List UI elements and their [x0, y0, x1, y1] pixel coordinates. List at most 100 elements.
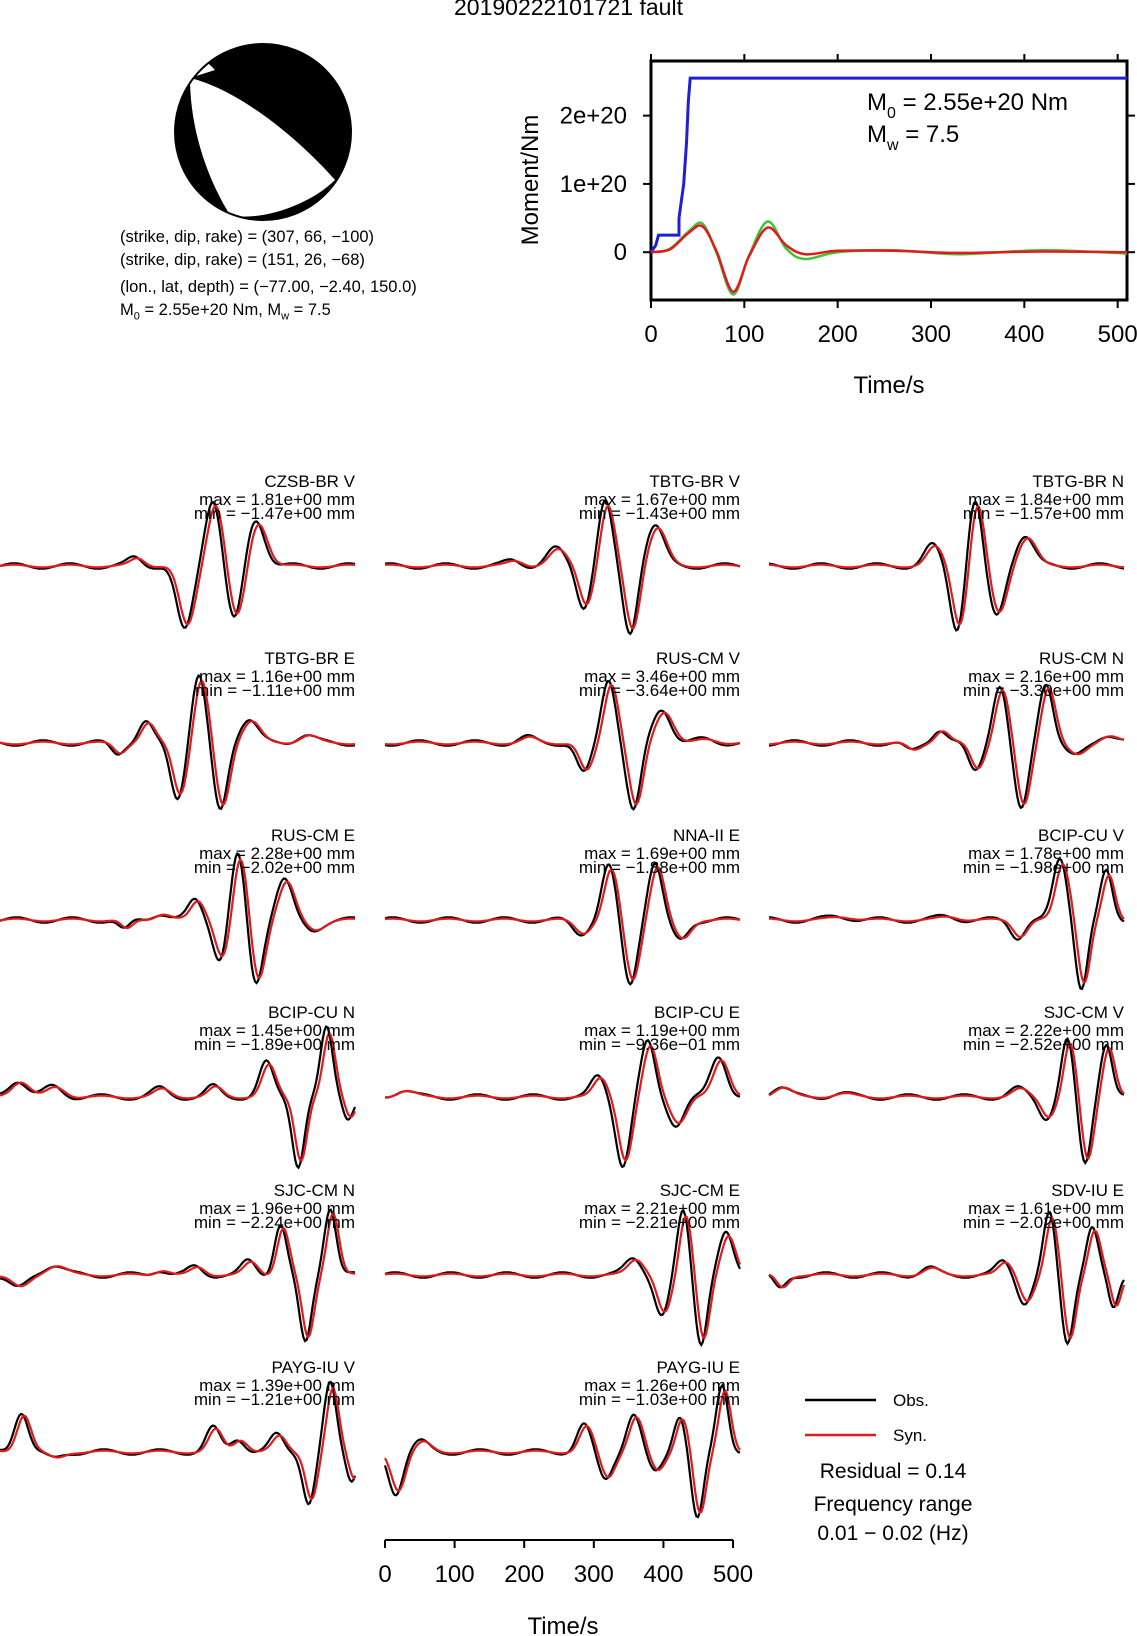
synthetic-trace	[768, 1042, 1125, 1161]
max-amplitude-label: max = 1.96e+00 mm	[199, 1199, 355, 1218]
synthetic-trace	[384, 504, 741, 630]
synthetic-trace	[385, 1045, 741, 1162]
max-amplitude-label: max = 1.69e+00 mm	[584, 844, 740, 863]
moment-y-tick-label: 0	[614, 239, 627, 266]
moment-x-tick-label: 500	[1098, 321, 1137, 348]
max-amplitude-label: max = 2.16e+00 mm	[968, 667, 1124, 686]
nodal-plane-2: (strike, dip, rake) = (151, 26, −68)	[120, 251, 365, 269]
moment-x-tick-label: 400	[1004, 321, 1044, 348]
min-amplitude-label: min = −2.24e+00 mm	[194, 1213, 355, 1232]
waveform-x-tick-label: 0	[378, 1561, 391, 1588]
frequency-range-label: Frequency range	[814, 1493, 973, 1516]
moment-plot-frame	[649, 59, 1129, 302]
source-parameters: (strike, dip, rake) = (307, 66, −100) (s…	[120, 226, 417, 328]
min-amplitude-label: min = −1.89e+00 mm	[194, 1035, 355, 1054]
min-amplitude-label: min = −1.21e+00 mm	[194, 1390, 355, 1409]
min-amplitude-label: min = −9.36e−01 mm	[579, 1035, 740, 1054]
waveform-x-axis-label: Time/s	[527, 1613, 598, 1636]
max-amplitude-label: max = 2.28e+00 mm	[199, 844, 355, 863]
observed-trace	[768, 683, 1125, 810]
moment-x-tick-label: 0	[644, 321, 657, 348]
station-label: NNA-II E	[673, 826, 740, 845]
max-amplitude-label: max = 1.84e+00 mm	[968, 490, 1124, 509]
station-label: TBTG-BR V	[649, 472, 740, 491]
station-label: SJC-CM E	[660, 1181, 740, 1200]
station-label: RUS-CM N	[1039, 649, 1124, 668]
observed-trace	[768, 857, 1125, 991]
max-amplitude-label: max = 1.16e+00 mm	[199, 667, 355, 686]
synthetic-trace	[769, 862, 1125, 984]
moment-y-tick-label: 2e+20	[560, 103, 627, 130]
waveform-x-tick-label: 400	[643, 1561, 683, 1588]
max-amplitude-label: max = 1.26e+00 mm	[584, 1376, 740, 1395]
legend-syn-label: Syn.	[893, 1426, 927, 1445]
station-label: BCIP-CU V	[1038, 826, 1125, 845]
synthetic-trace	[0, 505, 356, 626]
min-amplitude-label: min = −1.57e+00 mm	[963, 504, 1124, 523]
moment-function-plot: 0 100 200 300 400 500 0 1e+20 2e+20 Moment/Nm Ti…	[517, 54, 1137, 399]
moment-y-tick-label: 1e+20	[560, 171, 627, 198]
station-label: SJC-CM N	[274, 1181, 355, 1200]
synthetic-trace	[768, 505, 1125, 627]
moment-x-tick-label: 100	[724, 321, 764, 348]
min-amplitude-label: min = −2.02e+00 mm	[194, 858, 355, 877]
synthetic-trace	[384, 865, 741, 981]
moment-x-tick-label: 300	[911, 321, 951, 348]
min-amplitude-label: min = −1.47e+00 mm	[194, 504, 355, 523]
station-label: TBTG-BR E	[264, 649, 355, 668]
station-label: BCIP-CU E	[654, 1003, 740, 1022]
station-label: BCIP-CU N	[268, 1003, 355, 1022]
waveform-time-axis: 0 100 200 300 400 500	[378, 1539, 753, 1588]
min-amplitude-label: min = −2.21e+00 mm	[579, 1213, 740, 1232]
beachball-white-region	[190, 78, 335, 217]
observed-trace	[384, 862, 741, 986]
synthetic-trace	[0, 1387, 356, 1501]
y-axis-label: Moment/Nm	[517, 115, 544, 246]
max-amplitude-label: max = 1.67e+00 mm	[584, 490, 740, 509]
min-amplitude-label: min = −1.88e+00 mm	[579, 858, 740, 877]
max-amplitude-label: max = 2.21e+00 mm	[584, 1199, 740, 1218]
min-amplitude-label: min = −1.43e+00 mm	[579, 504, 740, 523]
legend-obs-label: Obs.	[893, 1391, 929, 1410]
observed-trace	[768, 1036, 1125, 1165]
observed-trace	[385, 1038, 741, 1169]
hypocenter: (lon., lat, depth) = (−77.00, −2.40, 150…	[120, 278, 417, 296]
moment-cumulative-line	[649, 76, 1127, 254]
mw-annotation: Mw = 7.5	[867, 121, 959, 154]
synthetic-trace	[0, 1031, 356, 1162]
station-label: PAYG-IU E	[657, 1358, 740, 1377]
station-label: RUS-CM E	[271, 826, 355, 845]
station-label: SJC-CM V	[1044, 1003, 1125, 1022]
synthetic-trace	[384, 683, 741, 806]
max-amplitude-label: max = 1.45e+00 mm	[199, 1021, 355, 1040]
observed-trace	[384, 680, 741, 811]
min-amplitude-label: min = −2.02e+00 mm	[963, 1213, 1124, 1232]
min-amplitude-label: min = −1.03e+00 mm	[579, 1390, 740, 1409]
synthetic-trace	[0, 1212, 356, 1339]
max-amplitude-label: max = 1.81e+00 mm	[199, 490, 355, 509]
nodal-plane-1: (strike, dip, rake) = (307, 66, −100)	[120, 228, 375, 246]
waveform-x-tick-label: 500	[713, 1561, 753, 1588]
synthetic-trace	[384, 1215, 742, 1340]
magnitude-line: M0 = 2.55e+20 Nm, Mw = 7.5	[120, 301, 331, 323]
moment-rate-obs-line	[650, 220, 1128, 296]
synthetic-trace	[0, 857, 356, 979]
chart-title: 20190222101721 fault	[454, 0, 683, 20]
max-amplitude-label: max = 1.19e+00 mm	[584, 1021, 740, 1040]
